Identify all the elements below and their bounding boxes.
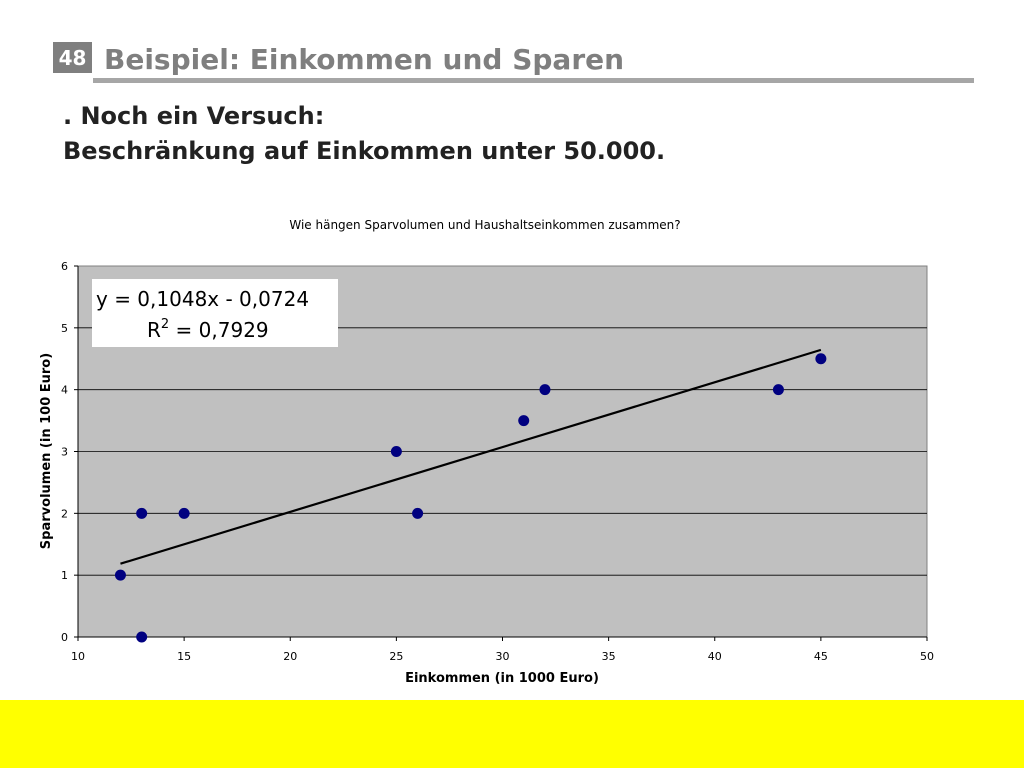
y-tick-label: 3: [61, 446, 68, 459]
x-tick-label: 30: [496, 650, 510, 663]
slide-title: Beispiel: Einkommen und Sparen: [104, 43, 625, 76]
x-tick-label: 35: [602, 650, 616, 663]
y-axis-title: Sparvolumen (in 100 Euro): [39, 353, 54, 549]
trendline-equation-box: y = 0,1048x - 0,0724 R2 = 0,7929: [92, 279, 338, 347]
x-tick-label: 50: [920, 650, 934, 663]
x-tick-label: 40: [708, 650, 722, 663]
footer-band: [0, 700, 1024, 768]
r-squared-label: R2 = 0,7929: [147, 317, 269, 342]
data-point: [390, 446, 402, 457]
x-axis-title: Einkommen (in 1000 Euro): [405, 671, 599, 686]
title-underline: [93, 78, 974, 83]
trendline-equation: y = 0,1048x - 0,0724: [96, 287, 309, 311]
y-tick-label: 6: [61, 260, 68, 273]
data-point: [178, 507, 190, 519]
data-point: [114, 569, 126, 581]
data-point: [136, 507, 148, 519]
data-point: [772, 384, 784, 396]
data-point: [136, 631, 148, 643]
y-tick-label: 5: [61, 322, 68, 335]
slide-number: 48: [53, 42, 92, 73]
x-tick-label: 15: [177, 650, 191, 663]
chart-title: Wie hängen Sparvolumen und Haushaltseink…: [289, 218, 680, 232]
data-point: [815, 353, 827, 365]
data-point: [539, 384, 551, 396]
y-tick-label: 1: [61, 569, 68, 582]
y-tick-label: 0: [61, 631, 68, 644]
scatter-chart: Wie hängen Sparvolumen und Haushaltseink…: [39, 218, 934, 686]
x-tick-label: 20: [283, 650, 297, 663]
x-tick-label: 25: [389, 650, 403, 663]
data-point: [518, 415, 530, 427]
data-point: [412, 507, 424, 519]
y-tick-label: 2: [61, 507, 68, 520]
subtitle-line-2: Beschränkung auf Einkommen unter 50.000.: [63, 137, 666, 165]
x-tick-label: 10: [71, 650, 85, 663]
x-tick-label: 45: [814, 650, 828, 663]
subtitle-line-1: . Noch ein Versuch:: [63, 102, 325, 130]
trendline: [120, 348, 822, 565]
y-tick-label: 4: [61, 384, 68, 397]
